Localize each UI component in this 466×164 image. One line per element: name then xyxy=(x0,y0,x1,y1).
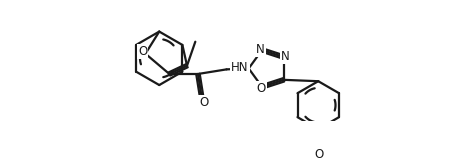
Text: O: O xyxy=(138,45,147,58)
Text: HN: HN xyxy=(231,61,249,74)
Text: N: N xyxy=(281,50,290,63)
Text: O: O xyxy=(256,82,266,95)
Text: O: O xyxy=(199,96,208,109)
Text: O: O xyxy=(315,148,324,161)
Text: N: N xyxy=(256,43,265,56)
